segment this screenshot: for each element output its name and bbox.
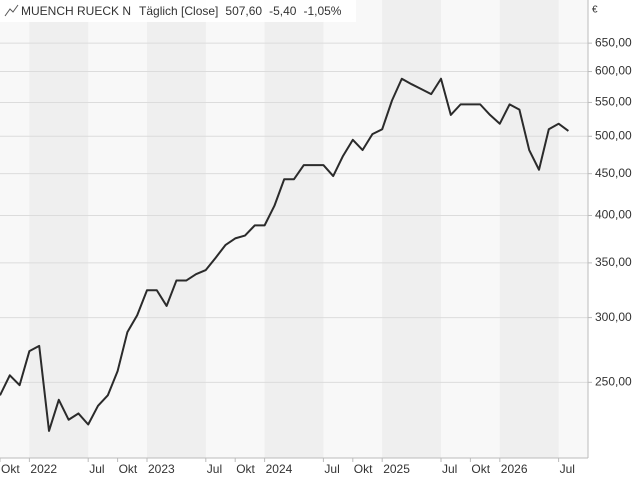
x-tick-label: Okt xyxy=(119,462,138,476)
last-price: 507,60 xyxy=(225,4,262,18)
price-change: -5,40 xyxy=(269,4,297,18)
x-tick-label: Okt xyxy=(1,462,20,476)
time-band xyxy=(29,0,89,458)
chart-title: MUENCH RUECK N xyxy=(21,4,131,18)
y-tick-label: 650,00 xyxy=(595,35,632,49)
header-background xyxy=(0,0,356,22)
line-icon xyxy=(4,4,19,17)
x-tick-label: 2025 xyxy=(383,462,410,476)
x-tick-label: Jul xyxy=(89,462,104,476)
price-change-percent: -1,05% xyxy=(303,4,341,18)
x-tick-label: 2023 xyxy=(148,462,175,476)
y-tick-label: 500,00 xyxy=(595,128,632,142)
y-tick-label: 350,00 xyxy=(595,255,632,269)
time-band xyxy=(499,0,559,458)
y-tick-label: 550,00 xyxy=(595,95,632,109)
x-tick-label: 2024 xyxy=(266,462,293,476)
y-tick-label: 600,00 xyxy=(595,64,632,78)
currency-label: € xyxy=(592,5,598,16)
x-tick-label: Jul xyxy=(560,462,575,476)
y-tick-label: 450,00 xyxy=(595,166,632,180)
price-line xyxy=(0,77,569,432)
y-tick-label: 300,00 xyxy=(595,310,632,324)
x-tick-label: Okt xyxy=(471,462,490,476)
chart-subtitle: Täglich [Close] xyxy=(139,4,218,18)
time-band xyxy=(147,0,206,458)
x-tick-label: 2026 xyxy=(501,462,528,476)
y-tick-label: 250,00 xyxy=(595,374,632,388)
x-tick-label: Jul xyxy=(442,462,457,476)
x-tick-label: Okt xyxy=(236,462,255,476)
x-tick-label: 2022 xyxy=(30,462,57,476)
time-band xyxy=(382,0,441,458)
x-tick-label: Jul xyxy=(207,462,222,476)
y-tick-label: 400,00 xyxy=(595,208,632,222)
time-band xyxy=(264,0,324,458)
x-tick-label: Okt xyxy=(354,462,373,476)
x-tick-label: Jul xyxy=(324,462,339,476)
